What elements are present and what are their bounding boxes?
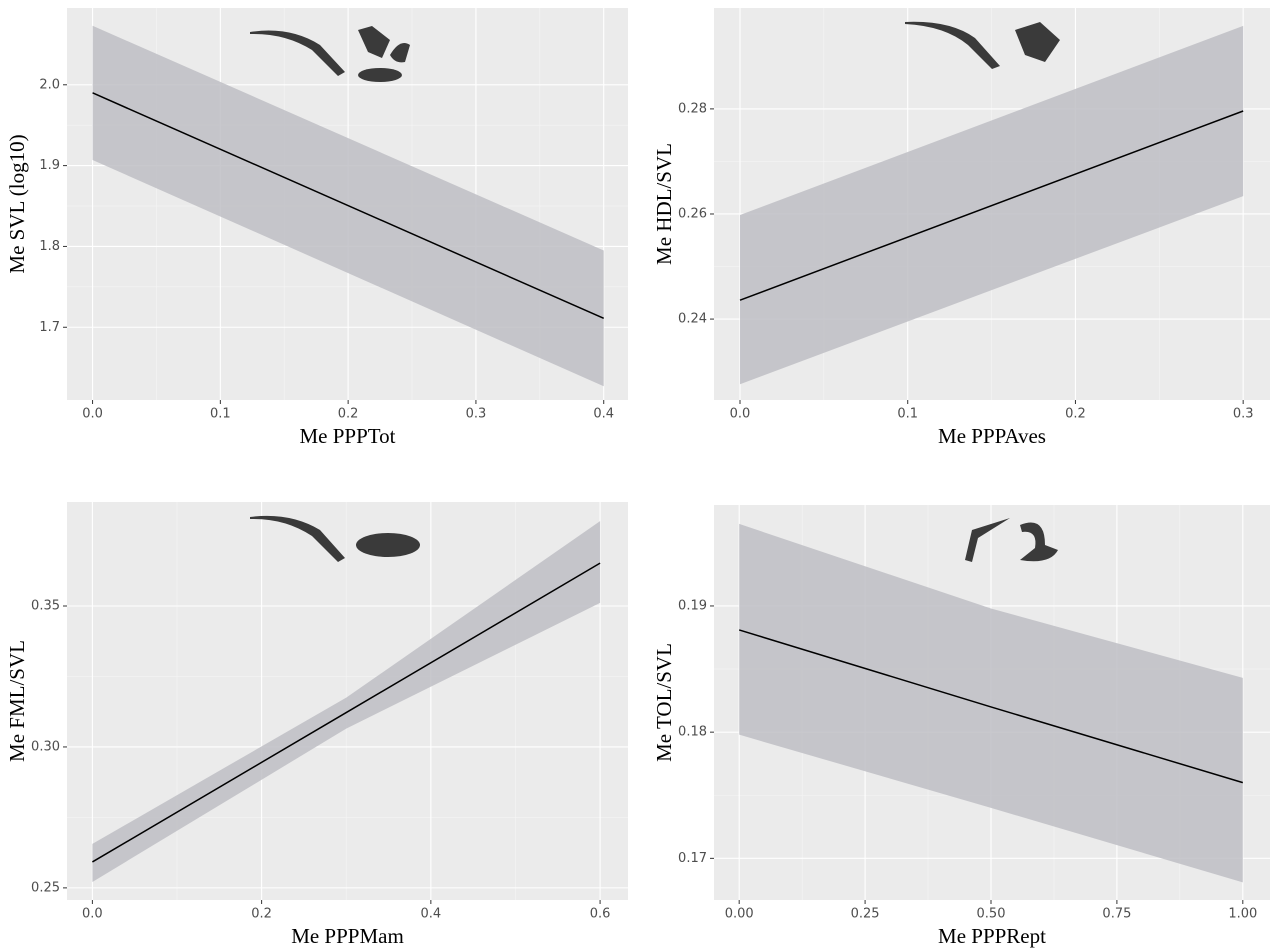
snake-icon (390, 42, 410, 63)
x-tick-label: 0.1 (897, 407, 918, 422)
y-tick-label: 1.9 (39, 158, 60, 173)
x-tick-label: 0.3 (1233, 407, 1254, 422)
mammal-icon (358, 68, 402, 82)
x-tick-label: 0.0 (82, 407, 103, 422)
y-axis-title: Me FML/SVL (5, 640, 29, 762)
y-axis-title: Me SVL (log10) (5, 134, 29, 273)
y-axis-title: Me HDL/SVL (652, 143, 676, 265)
bird-icon (358, 26, 390, 58)
x-axis-title: Me PPPRept (938, 924, 1046, 948)
y-tick-label: 0.24 (678, 312, 707, 327)
y-tick-label: 0.35 (31, 599, 60, 614)
x-tick-label: 0.50 (977, 907, 1006, 922)
y-tick-label: 0.26 (678, 206, 707, 221)
bird-icon (1015, 22, 1060, 62)
y-tick-label: 2.0 (39, 77, 60, 92)
regression-line (738, 629, 1244, 784)
mammal-icon (356, 533, 420, 557)
y-tick-label: 0.28 (678, 101, 707, 116)
regression-line (92, 92, 605, 320)
y-tick-label: 1.7 (39, 320, 60, 335)
x-tick-label: 0.6 (590, 907, 611, 922)
x-tick-label: 0.00 (725, 907, 754, 922)
x-tick-label: 1.00 (1228, 907, 1257, 922)
y-tick-label: 0.30 (31, 739, 60, 754)
lizard-icon (250, 30, 345, 77)
regression-line (92, 562, 601, 863)
lizard-icon (905, 21, 1000, 69)
y-tick-label: 0.18 (678, 725, 707, 740)
x-tick-label: 0.0 (730, 407, 751, 422)
snake-icon (1020, 522, 1058, 562)
x-tick-label: 0.2 (1065, 407, 1086, 422)
y-tick-label: 1.8 (39, 239, 60, 254)
y-tick-label: 0.19 (678, 598, 707, 613)
y-axis-title: Me TOL/SVL (652, 643, 676, 762)
animal-icons (250, 21, 1060, 562)
x-tick-label: 0.75 (1102, 907, 1131, 922)
confidence-band (92, 521, 601, 882)
lizard-icon (250, 515, 345, 562)
y-tick-label: 0.17 (678, 851, 707, 866)
x-tick-label: 0.3 (466, 407, 487, 422)
x-tick-label: 0.4 (593, 407, 614, 422)
x-axis-title: Me PPPTot (300, 424, 396, 448)
confidence-band (739, 523, 1243, 883)
x-tick-label: 0.0 (82, 907, 103, 922)
x-tick-label: 0.4 (421, 907, 442, 922)
x-axis-title: Me PPPMam (291, 924, 404, 948)
plant-icon (965, 518, 1010, 562)
y-tick-label: 0.25 (31, 880, 60, 895)
x-tick-label: 0.1 (210, 407, 231, 422)
regression-line (739, 110, 1244, 301)
x-tick-label: 0.2 (338, 407, 359, 422)
x-axis-title: Me PPPAves (938, 424, 1046, 448)
x-tick-label: 0.2 (251, 907, 272, 922)
x-tick-label: 0.25 (851, 907, 880, 922)
